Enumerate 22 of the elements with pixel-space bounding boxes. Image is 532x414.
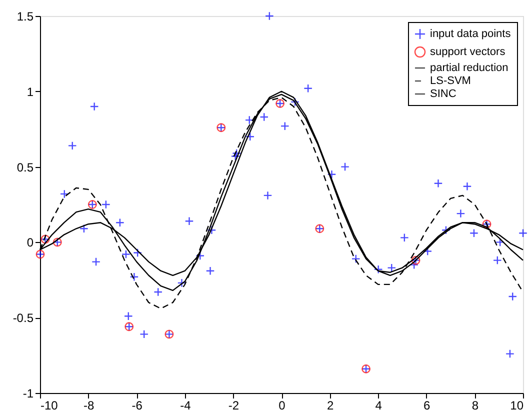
legend-label: support vectors xyxy=(430,46,506,58)
x-tick-label: -4 xyxy=(180,398,192,412)
y-tick-label: -0.5 xyxy=(12,311,34,326)
x-tick-label: 4 xyxy=(375,398,382,412)
legend-label: input data points xyxy=(430,28,512,40)
x-tick-label: -10 xyxy=(40,398,58,412)
legend-label: SINC xyxy=(430,88,456,100)
legend-label: LS-SVM xyxy=(430,75,471,87)
x-tick-label: 8 xyxy=(472,398,479,412)
x-tick-label: 10 xyxy=(510,398,524,412)
x-tick-label: 6 xyxy=(424,398,431,412)
x-tick-label: -8 xyxy=(83,398,94,412)
x-tick-label: -6 xyxy=(132,398,143,412)
legend-label: partial reduction xyxy=(430,62,508,74)
x-tick-label: 0 xyxy=(278,398,286,412)
y-tick-label: 0.5 xyxy=(16,160,34,174)
x-tick-label: -2 xyxy=(228,398,240,412)
y-tick-label: 1 xyxy=(26,84,34,99)
y-tick-label: -1 xyxy=(22,386,34,400)
x-tick-label: 2 xyxy=(326,398,334,412)
y-tick-label: 0 xyxy=(26,236,34,250)
y-tick-label: 1.5 xyxy=(16,10,34,24)
